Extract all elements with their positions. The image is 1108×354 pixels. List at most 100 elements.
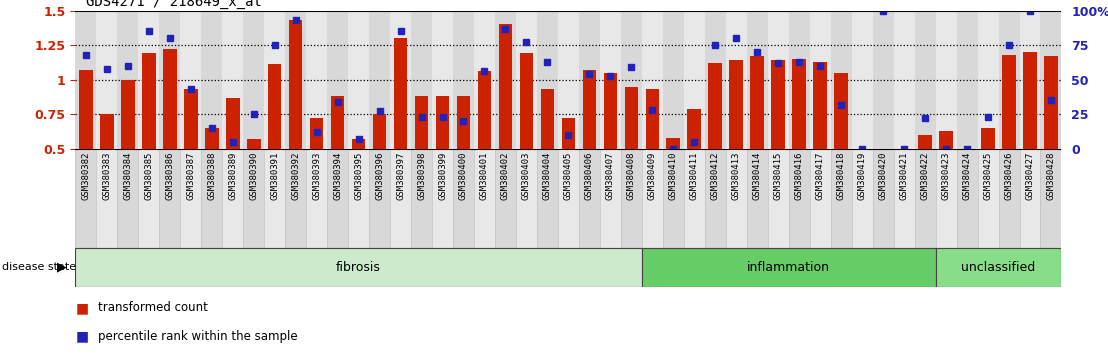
Text: GSM380418: GSM380418 bbox=[837, 152, 845, 200]
Bar bbox=[226, 98, 239, 149]
Text: GSM380404: GSM380404 bbox=[543, 152, 552, 200]
Bar bbox=[432, 11, 453, 149]
Bar bbox=[100, 114, 114, 149]
Bar bbox=[729, 60, 743, 149]
Bar bbox=[495, 149, 516, 248]
Text: GSM380401: GSM380401 bbox=[480, 152, 489, 200]
Bar bbox=[625, 86, 638, 149]
Bar bbox=[289, 20, 302, 149]
Text: GSM380428: GSM380428 bbox=[1046, 152, 1056, 200]
Bar bbox=[768, 11, 789, 149]
Bar bbox=[202, 149, 223, 248]
Text: GSM380427: GSM380427 bbox=[1026, 152, 1035, 200]
Bar bbox=[327, 149, 348, 248]
Bar bbox=[369, 149, 390, 248]
Text: GSM380410: GSM380410 bbox=[669, 152, 678, 200]
Bar bbox=[264, 11, 285, 149]
Bar bbox=[747, 149, 768, 248]
Bar bbox=[331, 96, 345, 149]
Bar bbox=[516, 11, 537, 149]
Bar bbox=[96, 149, 117, 248]
Bar bbox=[789, 11, 810, 149]
Bar bbox=[599, 149, 620, 248]
Bar bbox=[184, 89, 197, 149]
Bar bbox=[961, 149, 974, 172]
Bar bbox=[831, 149, 852, 248]
Text: GSM380395: GSM380395 bbox=[355, 152, 363, 200]
Bar bbox=[873, 149, 894, 248]
Text: inflammation: inflammation bbox=[747, 261, 830, 274]
Bar bbox=[223, 149, 243, 248]
Bar bbox=[667, 138, 680, 149]
Bar bbox=[810, 11, 831, 149]
Bar bbox=[453, 149, 474, 248]
Text: GSM380384: GSM380384 bbox=[123, 152, 132, 200]
Bar bbox=[75, 248, 642, 287]
Bar bbox=[620, 149, 642, 248]
Text: GSM380403: GSM380403 bbox=[522, 152, 531, 200]
Bar bbox=[935, 149, 956, 248]
Bar bbox=[977, 149, 998, 248]
Text: GSM380397: GSM380397 bbox=[396, 152, 406, 200]
Bar bbox=[998, 149, 1019, 248]
Bar bbox=[520, 53, 533, 149]
Bar bbox=[247, 139, 260, 149]
Text: ■: ■ bbox=[75, 301, 89, 315]
Bar bbox=[578, 149, 599, 248]
Bar bbox=[474, 149, 495, 248]
Text: GSM380391: GSM380391 bbox=[270, 152, 279, 200]
Bar bbox=[684, 11, 705, 149]
Text: GSM380413: GSM380413 bbox=[731, 152, 741, 200]
Text: GSM380419: GSM380419 bbox=[858, 152, 866, 200]
Bar bbox=[558, 11, 578, 149]
Bar bbox=[792, 59, 806, 149]
Bar bbox=[768, 149, 789, 248]
Text: GSM380389: GSM380389 bbox=[228, 152, 237, 200]
Bar bbox=[268, 64, 281, 149]
Bar bbox=[435, 96, 450, 149]
Bar bbox=[708, 63, 722, 149]
Text: unclassified: unclassified bbox=[962, 261, 1036, 274]
Text: GSM380393: GSM380393 bbox=[312, 152, 321, 200]
Bar bbox=[687, 109, 701, 149]
Bar bbox=[919, 135, 932, 149]
Text: ▶: ▶ bbox=[57, 261, 66, 274]
Bar bbox=[831, 11, 852, 149]
Text: GSM380425: GSM380425 bbox=[984, 152, 993, 200]
Bar bbox=[372, 114, 387, 149]
Bar bbox=[306, 149, 327, 248]
Bar bbox=[855, 149, 869, 170]
Bar bbox=[138, 11, 160, 149]
Text: ■: ■ bbox=[75, 329, 89, 343]
Text: disease state: disease state bbox=[2, 262, 76, 272]
Text: GDS4271 / 218649_x_at: GDS4271 / 218649_x_at bbox=[86, 0, 263, 9]
Text: GSM380382: GSM380382 bbox=[81, 152, 91, 200]
Bar bbox=[642, 149, 663, 248]
Bar bbox=[604, 73, 617, 149]
Bar bbox=[705, 149, 726, 248]
Text: GSM380414: GSM380414 bbox=[752, 152, 761, 200]
Bar bbox=[834, 73, 848, 149]
Bar bbox=[1040, 11, 1061, 149]
Bar bbox=[537, 149, 558, 248]
Bar bbox=[998, 11, 1019, 149]
Text: GSM380409: GSM380409 bbox=[648, 152, 657, 200]
Bar bbox=[894, 149, 914, 248]
Bar bbox=[390, 149, 411, 248]
Bar bbox=[181, 11, 202, 149]
Bar bbox=[285, 11, 306, 149]
Bar bbox=[327, 11, 348, 149]
Bar bbox=[79, 70, 93, 149]
Bar bbox=[562, 118, 575, 149]
Bar bbox=[684, 149, 705, 248]
Bar bbox=[914, 149, 935, 248]
Bar bbox=[876, 149, 890, 198]
Text: GSM380423: GSM380423 bbox=[942, 152, 951, 200]
Bar bbox=[914, 11, 935, 149]
Bar bbox=[583, 70, 596, 149]
Bar bbox=[495, 11, 516, 149]
Bar bbox=[1019, 11, 1040, 149]
Text: GSM380406: GSM380406 bbox=[585, 152, 594, 200]
Text: GSM380415: GSM380415 bbox=[773, 152, 782, 200]
Text: GSM380386: GSM380386 bbox=[165, 152, 174, 200]
